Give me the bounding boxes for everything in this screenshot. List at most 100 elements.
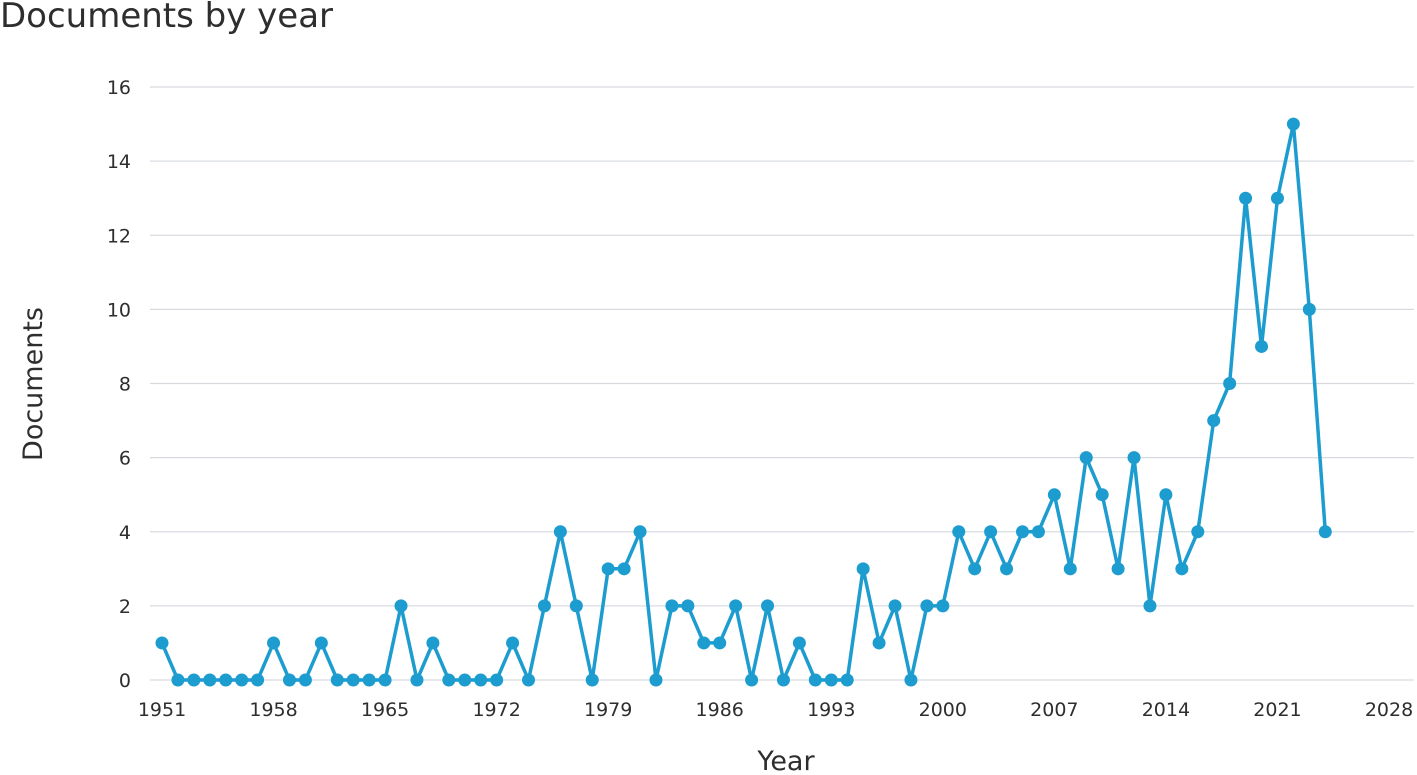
x-tick-label: 1972 <box>472 699 520 721</box>
data-point-1963[interactable] <box>346 673 360 687</box>
data-point-1951[interactable] <box>155 636 169 650</box>
series-line <box>160 122 1328 682</box>
data-point-1997[interactable] <box>888 599 902 613</box>
data-point-1957[interactable] <box>251 673 265 687</box>
data-point-2003[interactable] <box>984 525 998 539</box>
data-point-1978[interactable] <box>585 673 599 687</box>
x-tick-label: 2014 <box>1142 699 1190 721</box>
y-tick-label: 0 <box>119 670 131 692</box>
data-point-1999[interactable] <box>920 599 934 613</box>
data-point-2015[interactable] <box>1175 562 1189 576</box>
data-point-1984[interactable] <box>681 599 695 613</box>
data-point-2006[interactable] <box>1031 525 1045 539</box>
data-point-2001[interactable] <box>952 525 966 539</box>
data-point-1993[interactable] <box>824 673 838 687</box>
data-point-2023[interactable] <box>1302 302 1316 316</box>
data-point-1985[interactable] <box>697 636 711 650</box>
data-point-2024[interactable] <box>1318 525 1332 539</box>
x-tick-label: 1951 <box>138 699 186 721</box>
data-point-2018[interactable] <box>1223 377 1237 390</box>
data-point-2022[interactable] <box>1286 117 1300 131</box>
data-point-1955[interactable] <box>219 673 233 687</box>
data-point-1960[interactable] <box>298 673 312 687</box>
data-point-2005[interactable] <box>1015 525 1029 539</box>
data-point-1958[interactable] <box>267 636 281 650</box>
data-point-1959[interactable] <box>282 673 296 687</box>
data-point-1971[interactable] <box>474 673 488 687</box>
data-point-1977[interactable] <box>569 599 583 613</box>
data-point-1983[interactable] <box>665 599 679 613</box>
data-point-2007[interactable] <box>1047 488 1061 502</box>
data-point-1989[interactable] <box>761 599 775 613</box>
data-point-1965[interactable] <box>378 673 392 687</box>
data-point-2009[interactable] <box>1079 451 1093 465</box>
data-point-1979[interactable] <box>601 562 615 576</box>
x-tick-label: 1979 <box>584 699 632 721</box>
data-point-1994[interactable] <box>840 673 854 687</box>
data-point-1980[interactable] <box>617 562 631 576</box>
data-point-2017[interactable] <box>1207 414 1221 428</box>
data-point-2008[interactable] <box>1063 562 1077 576</box>
y-tick-label: 4 <box>119 522 131 544</box>
data-point-1954[interactable] <box>203 673 217 687</box>
data-point-1995[interactable] <box>856 562 870 576</box>
data-point-1970[interactable] <box>458 673 472 687</box>
data-point-1987[interactable] <box>729 599 743 613</box>
data-point-1998[interactable] <box>904 673 918 687</box>
data-point-1972[interactable] <box>490 673 504 687</box>
data-point-1986[interactable] <box>713 636 727 650</box>
data-point-2016[interactable] <box>1191 525 1205 539</box>
y-tick-label: 12 <box>107 225 131 247</box>
data-point-2004[interactable] <box>1000 562 1014 576</box>
data-point-1966[interactable] <box>394 599 408 613</box>
data-points <box>155 117 1332 687</box>
data-point-2012[interactable] <box>1127 451 1141 465</box>
chart-title: Documents by year <box>0 0 334 36</box>
data-point-1973[interactable] <box>506 636 520 650</box>
data-point-1996[interactable] <box>872 636 886 650</box>
data-point-1967[interactable] <box>410 673 424 687</box>
data-point-2000[interactable] <box>936 599 950 613</box>
data-point-2014[interactable] <box>1159 488 1173 502</box>
x-tick-label: 1986 <box>696 699 744 721</box>
data-point-1969[interactable] <box>442 673 456 687</box>
y-axis-title: Documents <box>18 307 49 461</box>
x-tick-label: 2021 <box>1253 699 1301 721</box>
data-point-1976[interactable] <box>553 525 567 539</box>
data-point-1975[interactable] <box>537 599 551 613</box>
data-point-2013[interactable] <box>1143 599 1157 613</box>
y-tick-label: 10 <box>107 299 131 321</box>
x-tick-label: 1958 <box>249 699 297 721</box>
data-point-1968[interactable] <box>426 636 440 650</box>
y-tick-label: 6 <box>119 448 131 470</box>
data-point-1988[interactable] <box>745 673 759 687</box>
y-tick-label: 2 <box>119 596 131 618</box>
data-point-1962[interactable] <box>330 673 344 687</box>
data-point-1953[interactable] <box>187 673 201 687</box>
data-point-2021[interactable] <box>1270 191 1284 205</box>
x-tick-label: 1993 <box>807 699 855 721</box>
y-tick-label: 16 <box>107 77 131 99</box>
data-point-1992[interactable] <box>808 673 822 687</box>
data-point-1952[interactable] <box>171 673 185 687</box>
data-point-1990[interactable] <box>776 673 790 687</box>
data-point-1981[interactable] <box>633 525 647 539</box>
x-tick-label: 1965 <box>361 699 409 721</box>
data-point-2011[interactable] <box>1111 562 1125 576</box>
data-point-2010[interactable] <box>1095 488 1109 502</box>
x-tick-label: 2028 <box>1365 699 1413 721</box>
data-point-1991[interactable] <box>792 636 806 650</box>
data-point-1964[interactable] <box>362 673 376 687</box>
data-point-1956[interactable] <box>235 673 249 687</box>
y-tick-label: 14 <box>107 151 131 173</box>
x-tick-label: 2000 <box>919 699 967 721</box>
data-point-1982[interactable] <box>649 673 663 687</box>
data-point-1961[interactable] <box>314 636 328 650</box>
data-point-2020[interactable] <box>1255 339 1269 353</box>
data-point-2002[interactable] <box>968 562 982 576</box>
data-point-2019[interactable] <box>1239 191 1253 205</box>
data-point-1974[interactable] <box>522 673 536 687</box>
x-axis-ticks: 1951 1958 1965 1972 1979 1986 1993 2000 2007 2014… <box>138 699 1413 721</box>
